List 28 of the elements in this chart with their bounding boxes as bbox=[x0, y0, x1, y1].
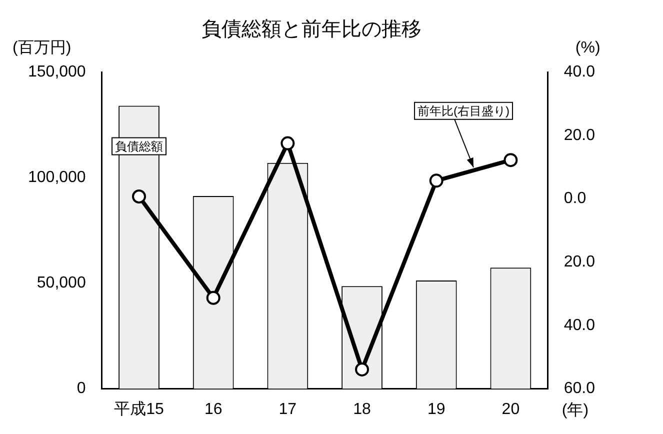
x-tick-label: 20 bbox=[502, 400, 520, 418]
y2-tick-label: 20.0 bbox=[564, 126, 596, 144]
y-tick-label: 100,000 bbox=[28, 169, 86, 186]
point bbox=[132, 190, 146, 204]
point bbox=[504, 153, 518, 168]
y2-tick-label: 20.0 bbox=[564, 253, 596, 270]
x-tick-label: 16 bbox=[204, 400, 222, 418]
y2-tick-label: 60.0 bbox=[564, 380, 596, 398]
x-tick-label: 17 bbox=[278, 400, 297, 418]
chart-title: 負債総額と前年比の推移 bbox=[202, 18, 422, 41]
y2-tick-label: 0.0 bbox=[564, 190, 586, 208]
point bbox=[280, 136, 295, 150]
y2-tick-label: 40.0 bbox=[564, 63, 596, 80]
point bbox=[429, 174, 444, 188]
x-axis-title: (年) bbox=[562, 402, 589, 420]
y-tick-label: 0 bbox=[76, 380, 86, 398]
y-tick-label: 150,000 bbox=[28, 63, 86, 80]
x-tick-label: 19 bbox=[427, 400, 446, 418]
y-axis-title: (百万円) bbox=[12, 39, 72, 56]
y2-tick-label: 40.0 bbox=[564, 316, 596, 334]
x-tick-label: 18 bbox=[353, 400, 372, 418]
text: 前年比(右目盛り) bbox=[418, 104, 510, 118]
y2-axis-title: (%) bbox=[575, 39, 600, 56]
series-label: 負債総額 bbox=[115, 140, 164, 154]
point bbox=[355, 362, 370, 376]
x-tick-label: 平成15 bbox=[114, 400, 164, 418]
point bbox=[206, 290, 220, 305]
y-tick-label: 50,000 bbox=[36, 274, 86, 292]
